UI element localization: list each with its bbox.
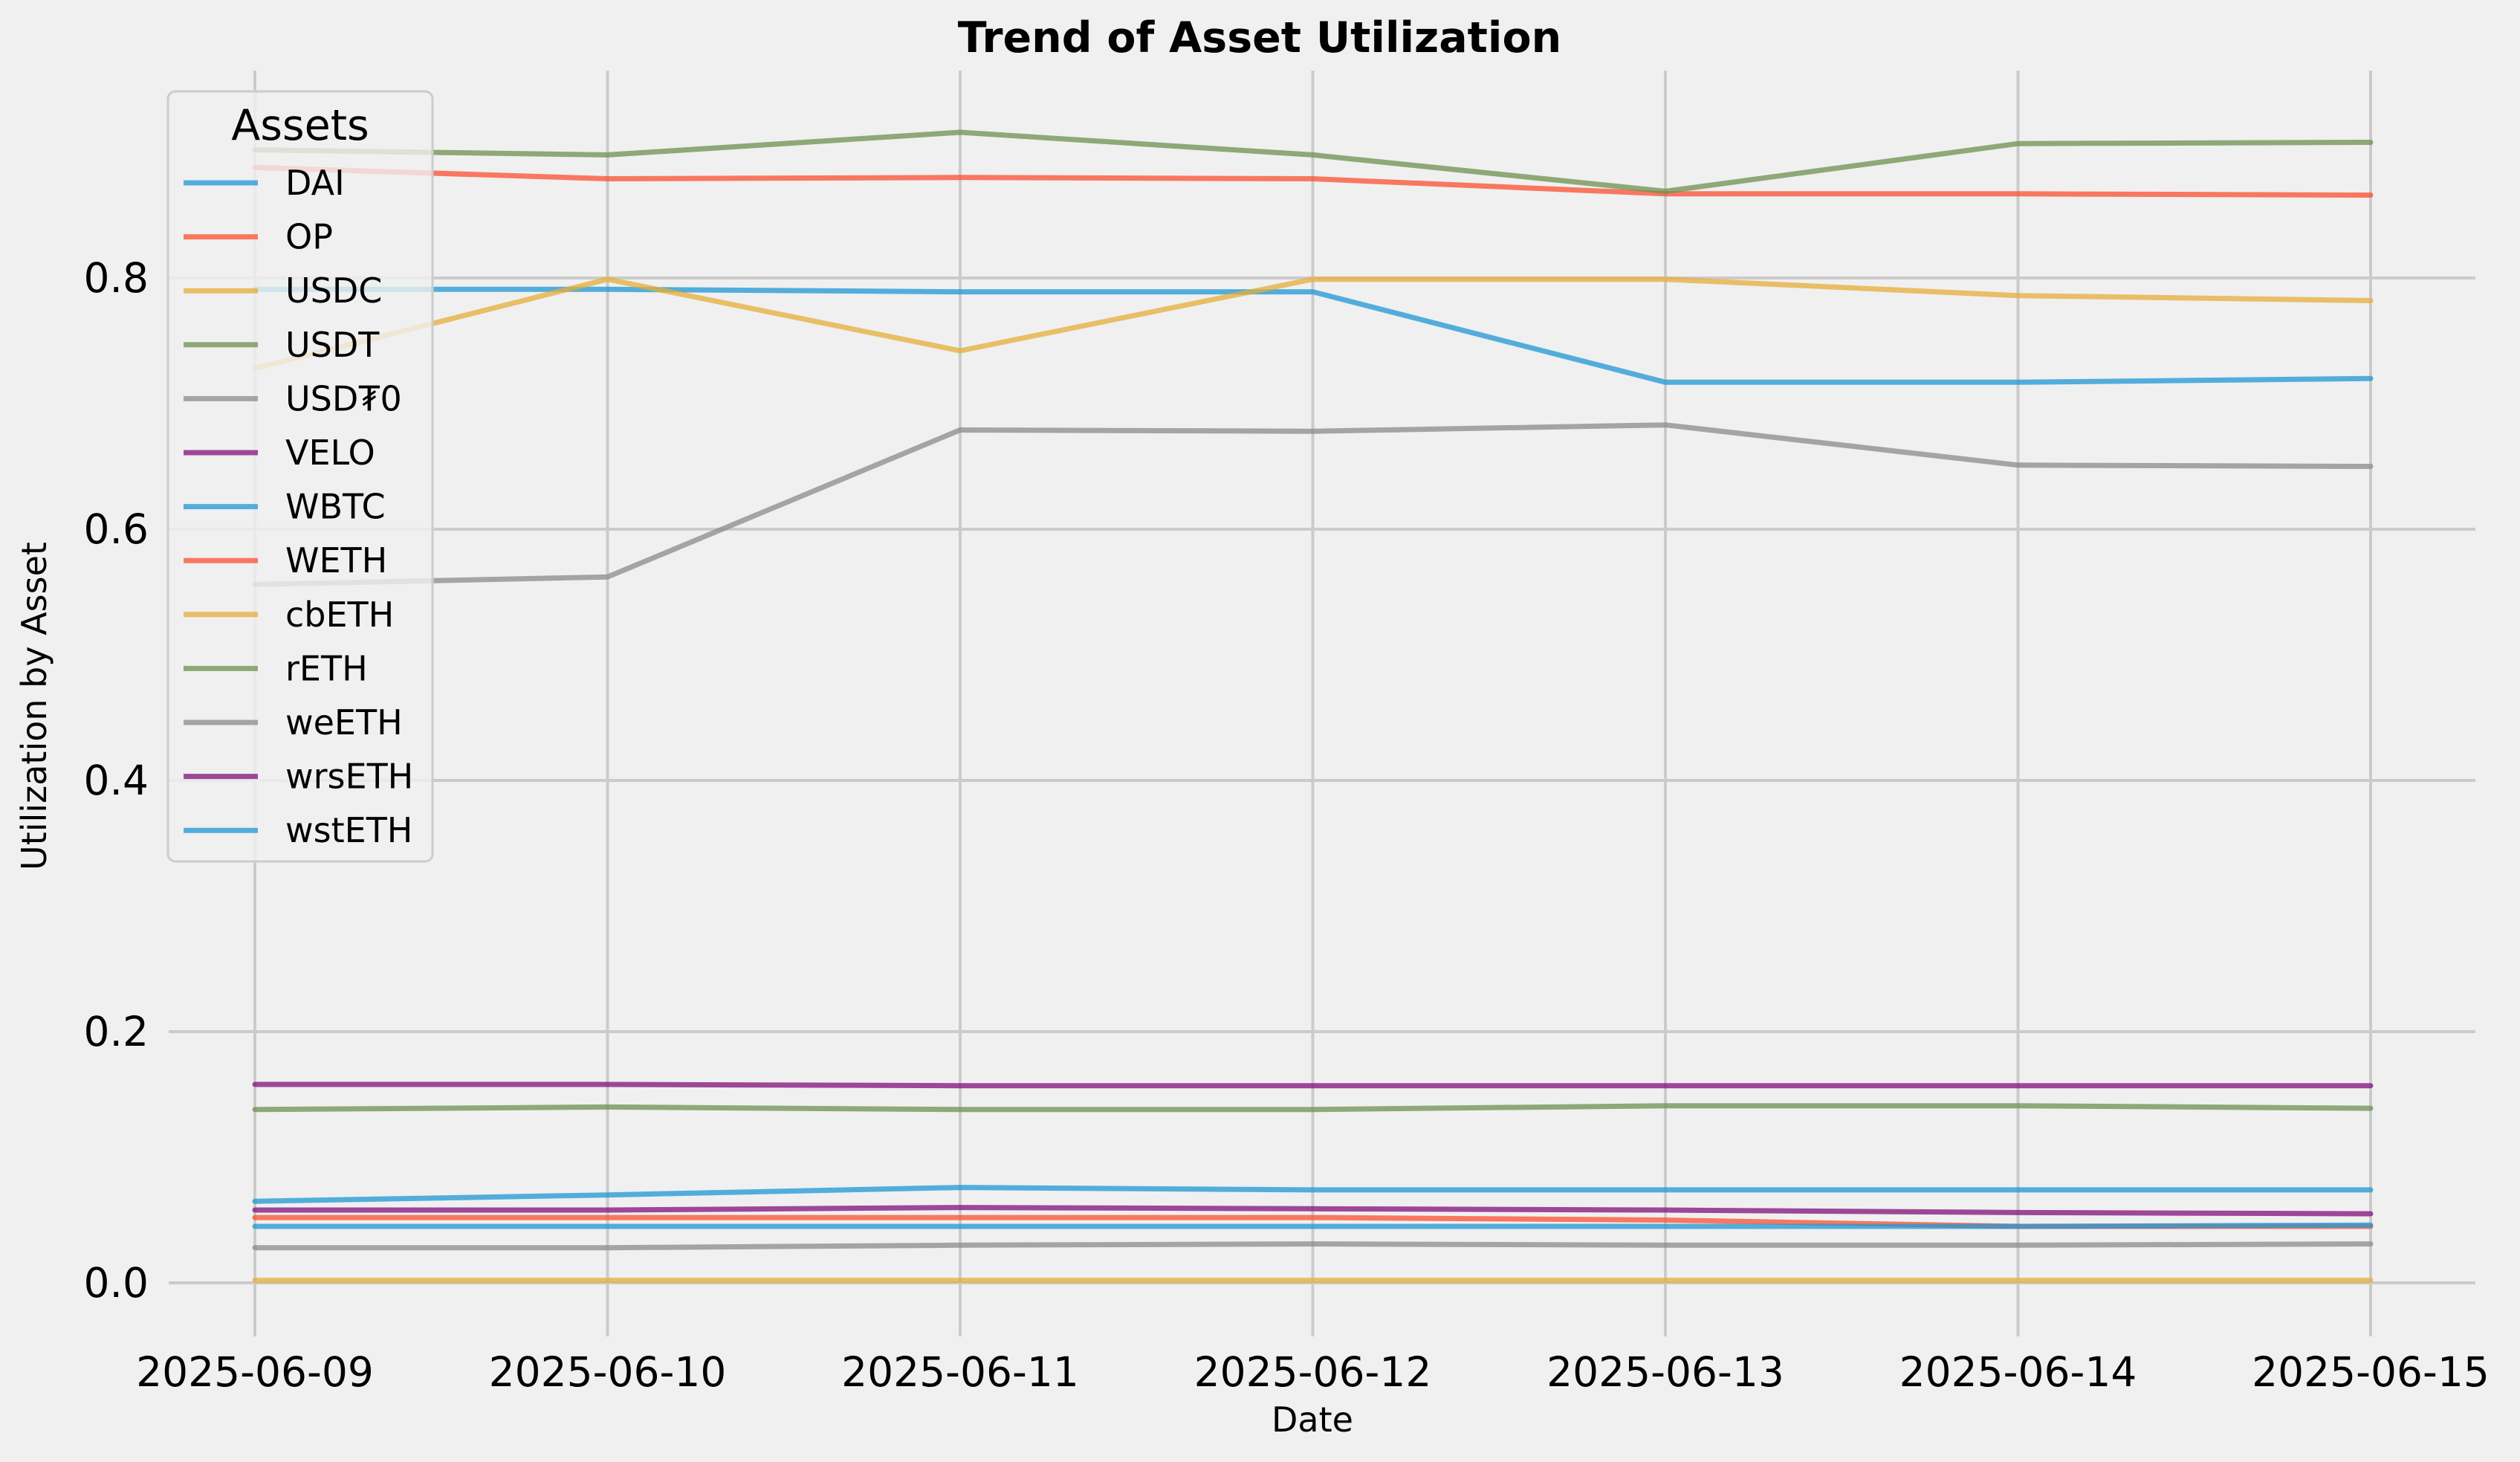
x-tick-label: 2025-06-10 (489, 1348, 727, 1396)
series-line-wsteth (252, 1222, 2374, 1229)
chart-title: Trend of Asset Utilization (958, 13, 1561, 62)
series-line-reth (252, 129, 2374, 194)
y-tick-label: 0.4 (84, 757, 149, 804)
legend-entry-label: DAI (285, 163, 345, 203)
legend-entry-label: cbETH (285, 595, 394, 635)
y-axis-label: Utilization by Asset (14, 542, 54, 870)
legend-entry-label: USDT (285, 325, 380, 365)
axes: 2025-06-09 2025-06-10 2025-06-11 2025-06-12… (84, 254, 2490, 1396)
series-line-weeth (252, 422, 2374, 587)
series-line-velo (252, 1081, 2374, 1089)
legend: Assets DAI OP USDC USDT USD₮0 VELO WBTC WETH cbET… (166, 90, 434, 863)
legend-frame (166, 90, 434, 863)
legend-entry-label: USDC (285, 271, 382, 311)
y-tick-label: 0.2 (84, 1008, 149, 1055)
x-tick-label: 2025-06-14 (1899, 1348, 2137, 1396)
x-tick-label: 2025-06-09 (136, 1348, 374, 1396)
legend-title: Assets (231, 101, 369, 150)
x-tick-label: 2025-06-12 (1194, 1348, 1432, 1396)
legend-entry-label: USD₮0 (285, 378, 402, 418)
legend-entry-label: WBTC (285, 487, 386, 527)
series-lines (252, 129, 2374, 1284)
series-line-weth (252, 164, 2374, 198)
legend-entry-label: weETH (285, 702, 403, 743)
legend-entry-label: rETH (285, 648, 368, 688)
x-axis-label: Date (1272, 1400, 1353, 1440)
x-tick-label: 2025-06-15 (2252, 1348, 2490, 1396)
series-line-usd0 (252, 1241, 2374, 1251)
x-tick-label: 2025-06-13 (1546, 1348, 1784, 1396)
series-line-wrseth (252, 1205, 2374, 1217)
series-line-usdt (252, 1103, 2374, 1113)
grid-lines (169, 71, 2475, 1336)
legend-entry-label: OP (285, 217, 333, 257)
legend-entry-label: wrsETH (285, 757, 413, 797)
series-line-cbeth (252, 276, 2374, 372)
x-tick-label: 2025-06-11 (841, 1348, 1079, 1396)
series-line-dai (252, 1185, 2374, 1204)
y-tick-label: 0.6 (84, 505, 149, 553)
chart-text: Trend of Asset Utilization Date Utilizat… (14, 13, 1561, 1440)
legend-entry-label: wstETH (285, 810, 412, 850)
y-tick-label: 0.0 (84, 1259, 149, 1307)
series-line-wbtc (252, 286, 2374, 385)
legend-entry-label: WETH (285, 540, 387, 580)
y-tick-label: 0.8 (84, 254, 149, 302)
legend-entry-label: VELO (285, 433, 375, 473)
